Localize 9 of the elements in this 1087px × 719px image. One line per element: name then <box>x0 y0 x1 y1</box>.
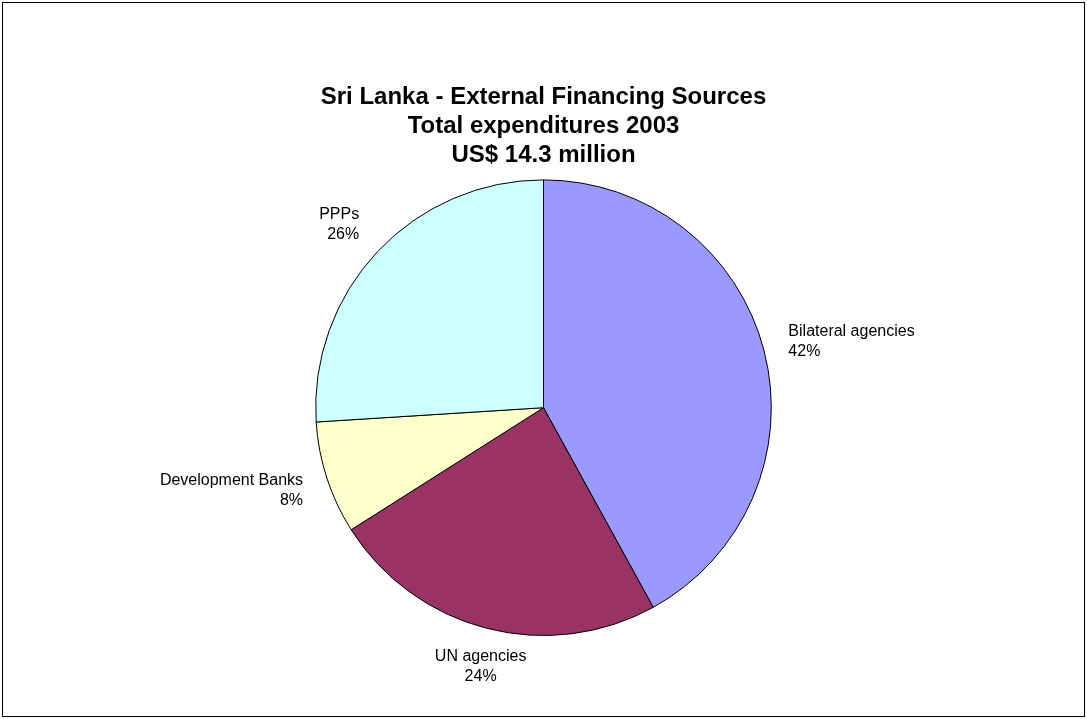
data-label: 26% <box>327 224 360 242</box>
data-label: 42% <box>788 341 821 359</box>
chart-title: Sri Lanka - External Financing Sources Total expenditures 2003 US$ 14.3 million <box>320 82 767 167</box>
slice-label: UN agencies <box>434 647 527 665</box>
slice-label: Development Banks <box>159 470 304 488</box>
data-label: 24% <box>464 667 497 685</box>
slice-label: PPPs <box>319 204 360 222</box>
data-label: 8% <box>279 490 304 508</box>
slice-label: Bilateral agencies <box>788 321 915 339</box>
